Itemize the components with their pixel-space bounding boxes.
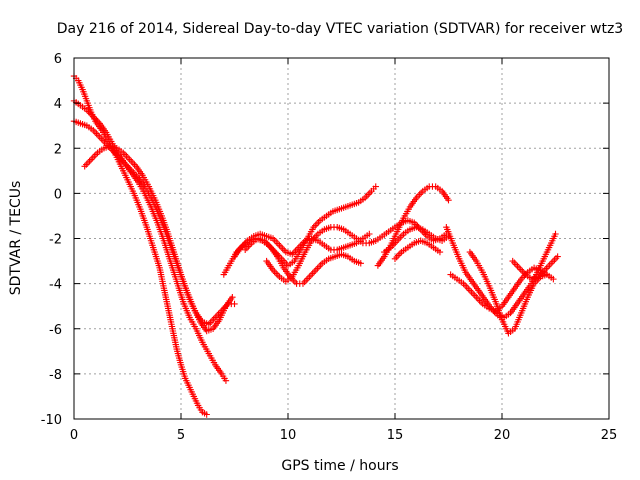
data-point (550, 275, 557, 283)
x-tick-label: 20 (494, 428, 511, 443)
data-point (366, 230, 373, 238)
data-point (231, 300, 238, 308)
series-track-15 (509, 253, 561, 283)
data-point (203, 411, 210, 418)
series-track-10 (381, 224, 452, 256)
series-track-8 (263, 217, 450, 285)
series-track-9 (374, 183, 452, 269)
data-point (229, 293, 236, 301)
data-point (372, 183, 379, 190)
y-tick-label: 0 (54, 187, 62, 202)
data-series (70, 72, 561, 418)
x-tick-label: 5 (177, 428, 185, 443)
y-tick-label: -6 (49, 323, 62, 338)
y-tick-label: -2 (49, 233, 62, 248)
y-tick-label: -4 (49, 278, 62, 293)
series-track-1 (70, 72, 210, 418)
y-tick-label: 2 (54, 142, 62, 157)
x-axis-label: GPS time / hours (281, 458, 398, 474)
data-point (543, 271, 551, 278)
series-track-4 (81, 142, 236, 335)
x-tick-label: 25 (601, 428, 618, 443)
series-track-7 (242, 235, 364, 287)
x-tick-label: 10 (280, 428, 297, 443)
y-axis-label: SDTVAR / TECUs (8, 181, 24, 296)
x-tick-label: 15 (387, 428, 404, 443)
y-tick-label: -10 (41, 413, 62, 428)
y-tick-label: -8 (49, 368, 62, 383)
data-point (357, 260, 364, 267)
y-tick-label: 6 (54, 52, 62, 67)
data-point (436, 248, 444, 256)
axis-ticks: 0 5 10 15 20 25 -10 -8 -6 -4 -2 0 2 4 6 (41, 52, 618, 443)
series-track-3 (70, 117, 238, 328)
series-track-11 (391, 237, 444, 263)
chart-title: Day 216 of 2014, Sidereal Day-to-day VTE… (57, 21, 623, 37)
data-point (445, 196, 452, 204)
y-tick-label: 4 (54, 97, 62, 112)
x-tick-label: 0 (70, 428, 78, 443)
grid (74, 58, 609, 419)
series-track-14 (466, 248, 551, 337)
data-point (554, 253, 561, 260)
series-track-6 (231, 230, 373, 260)
data-point (552, 230, 559, 238)
data-point (222, 377, 230, 384)
